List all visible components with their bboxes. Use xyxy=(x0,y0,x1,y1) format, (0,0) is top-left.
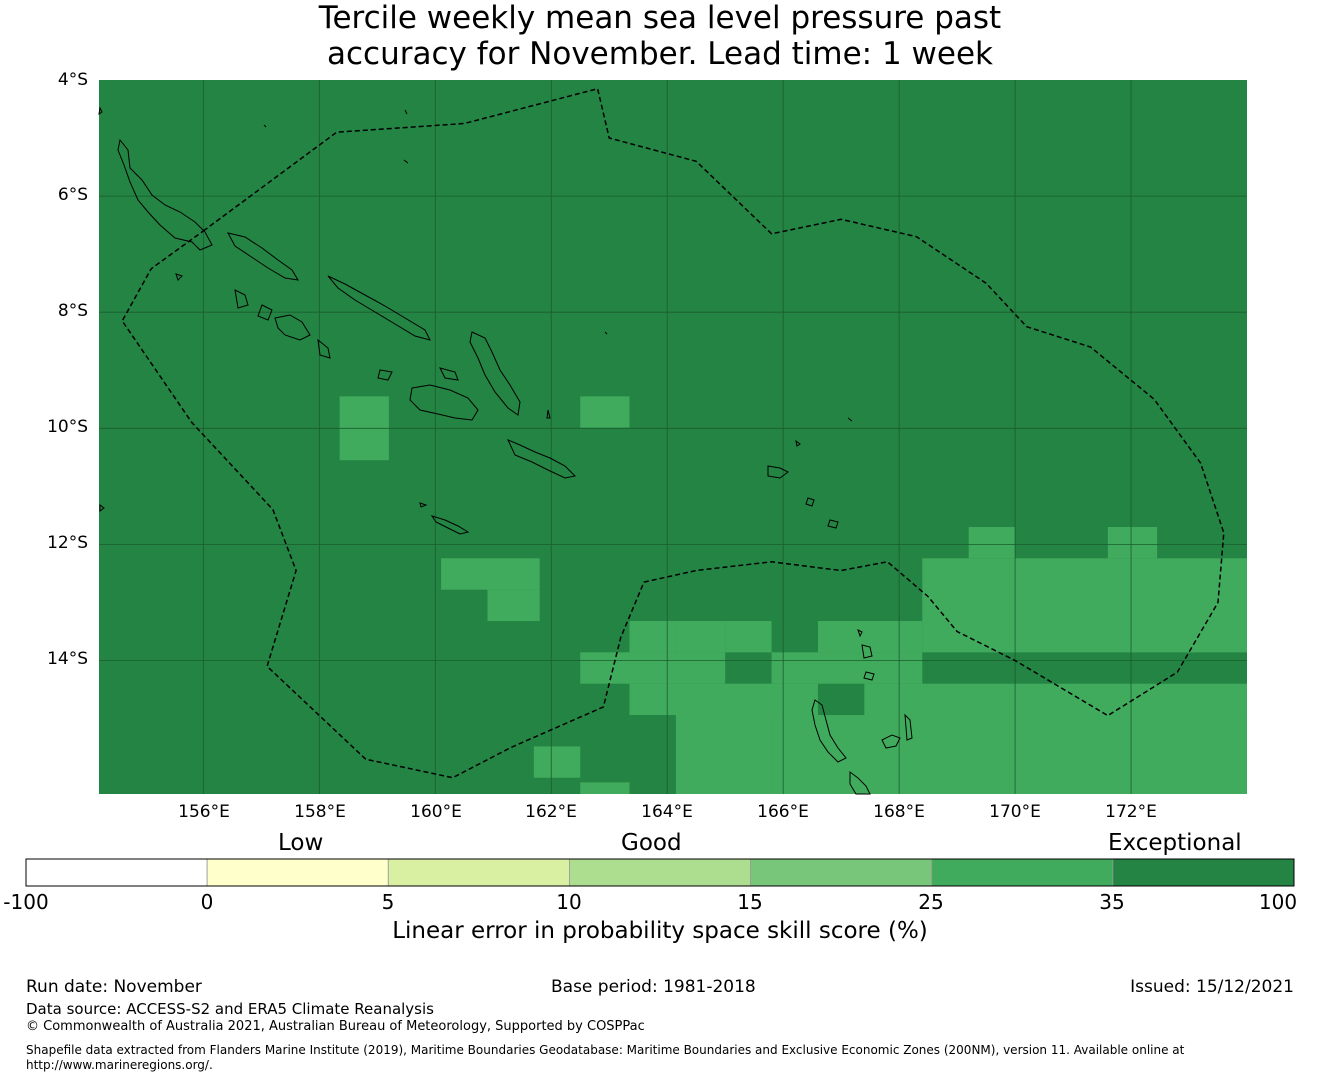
lon-label-158e: 158°E xyxy=(294,802,346,822)
category-low: Low xyxy=(278,830,324,856)
colorbar-tick: 35 xyxy=(1099,890,1125,914)
colorbar-segment xyxy=(931,858,1114,887)
data-source: Data source: ACCESS-S2 and ERA5 Climate … xyxy=(26,1000,434,1018)
colorbar-tick: 10 xyxy=(556,890,582,914)
colorbar-segment xyxy=(569,858,751,887)
island-malaita xyxy=(469,331,521,416)
skill-cell xyxy=(771,652,923,684)
lat-label-10s: 10°S xyxy=(47,417,88,437)
skill-cell xyxy=(629,683,818,716)
skill-cell xyxy=(533,746,581,778)
colorbar-tick: 100 xyxy=(1258,890,1298,914)
lat-label-6s: 6°S xyxy=(57,185,88,205)
colorbar-segment xyxy=(25,858,208,887)
skill-cell xyxy=(487,589,540,622)
shapefile-url: http://www.marineregions.org/. xyxy=(26,1058,213,1072)
skill-cell xyxy=(1107,526,1158,559)
copyright: © Commonwealth of Australia 2021, Austra… xyxy=(26,1019,645,1034)
island-choiseul xyxy=(227,232,299,281)
colorbar-segment xyxy=(206,858,389,887)
island-santa-isabel xyxy=(327,275,431,341)
skill-cell xyxy=(675,715,772,794)
skill-cell xyxy=(864,683,1247,716)
category-exceptional: Exceptional xyxy=(1108,830,1242,856)
skill-cell xyxy=(675,621,726,653)
chart-title: Tercile weekly mean sea level pressure p… xyxy=(0,0,1320,72)
skill-cell xyxy=(725,621,772,653)
gridlines xyxy=(99,80,1247,794)
colorbar-frame xyxy=(25,858,1295,887)
lon-label-164e: 164°E xyxy=(641,802,693,822)
skill-cell xyxy=(580,396,630,428)
lat-label-4s: 4°S xyxy=(57,70,88,90)
colorbar-segment xyxy=(387,858,570,887)
island-espiritu-santo xyxy=(811,699,847,763)
lon-label-166e: 166°E xyxy=(757,802,809,822)
base-period: Base period: 1981-2018 xyxy=(551,977,756,997)
lat-label-14s: 14°S xyxy=(47,649,88,669)
shapefile-credit: Shapefile data extracted from Flanders M… xyxy=(26,1043,1185,1057)
island-rennell xyxy=(430,515,470,535)
skill-cell xyxy=(968,526,1016,559)
lon-label-162e: 162°E xyxy=(525,802,577,822)
lon-label-168e: 168°E xyxy=(873,802,925,822)
island-banks xyxy=(857,629,875,681)
skill-cell xyxy=(629,621,676,653)
colorbar-tick: 5 xyxy=(381,890,395,914)
colorbar-tick: 25 xyxy=(918,890,944,914)
island-tiny xyxy=(98,106,853,512)
run-date: Run date: November xyxy=(26,977,202,997)
skill-cell xyxy=(441,558,540,590)
eez-boundary xyxy=(121,87,1225,779)
lon-label-160e: 160°E xyxy=(410,802,462,822)
island-santa-cruz xyxy=(767,465,839,529)
island-vanuatu-north xyxy=(849,713,913,795)
title-line-2: accuracy for November. Lead time: 1 week xyxy=(326,36,993,72)
lat-label-8s: 8°S xyxy=(57,301,88,321)
category-good: Good xyxy=(621,830,682,856)
colorbar xyxy=(25,858,1295,887)
coastlines xyxy=(98,106,913,795)
colorbar-tick: 15 xyxy=(737,890,763,914)
lon-label-172e: 172°E xyxy=(1105,802,1157,822)
skill-cell xyxy=(771,715,1247,794)
colorbar-tick: 0 xyxy=(200,890,214,914)
island-makira xyxy=(507,439,577,479)
lon-label-170e: 170°E xyxy=(989,802,1041,822)
island-guadalcanal xyxy=(409,384,479,421)
island-new-georgia xyxy=(234,289,331,359)
skill-cell xyxy=(580,652,726,684)
skill-cell xyxy=(580,782,630,794)
island-bougainville xyxy=(117,138,213,251)
title-line-1: Tercile weekly mean sea level pressure p… xyxy=(318,0,1002,36)
island-small-central xyxy=(377,367,459,381)
colorbar-segment xyxy=(1112,858,1295,887)
colorbar-title: Linear error in probability space skill … xyxy=(392,918,928,944)
skill-cell xyxy=(922,558,1247,653)
lat-label-12s: 12°S xyxy=(47,533,88,553)
colorbar-segment xyxy=(750,858,933,887)
issued-date: Issued: 15/12/2021 xyxy=(1130,977,1294,997)
colorbar-tick: -100 xyxy=(3,890,49,914)
skill-cells xyxy=(339,396,1247,794)
lon-label-156e: 156°E xyxy=(178,802,230,822)
